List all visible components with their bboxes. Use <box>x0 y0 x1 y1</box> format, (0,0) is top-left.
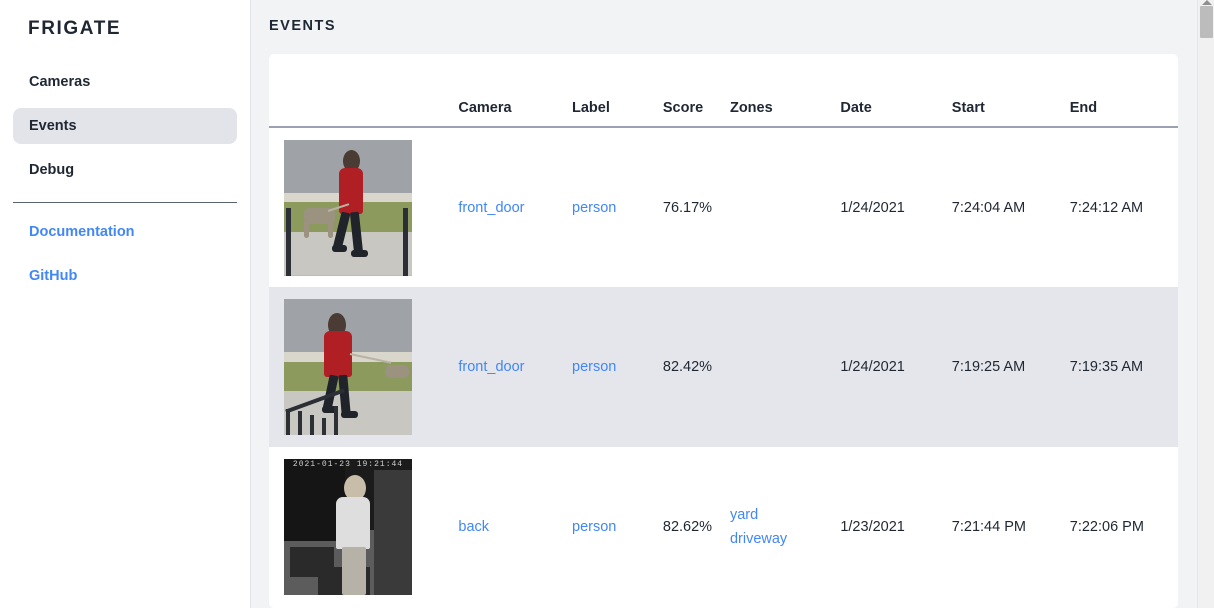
table-row[interactable]: front_door person 82.42% 1/24/2021 7:19:… <box>269 287 1178 447</box>
events-table-body: front_door person 76.17% 1/24/2021 7:24:… <box>269 127 1178 607</box>
event-end-cell: 7:19:35 AM <box>1069 359 1144 375</box>
event-end-cell: 7:24:12 AM <box>1069 199 1144 216</box>
main-content: EVENTS Camera Label Score Zones Date Sta… <box>251 0 1214 608</box>
event-date-cell: 1/24/2021 <box>840 359 905 375</box>
timestamp-overlay: 2021-01-23 19:21:44 <box>292 460 404 469</box>
column-header-camera[interactable]: Camera <box>458 100 512 116</box>
column-header-label[interactable]: Label <box>572 100 610 116</box>
event-label-link[interactable]: person <box>572 359 617 375</box>
column-header-zones[interactable]: Zones <box>729 100 773 116</box>
sidebar-link-github[interactable]: GitHub <box>29 268 78 284</box>
column-header-thumbnail[interactable] <box>269 54 458 127</box>
column-header-date[interactable]: Date <box>840 100 872 116</box>
events-table: Camera Label Score Zones Date Start End <box>269 54 1178 607</box>
event-end-cell: 7:22:06 PM <box>1069 519 1144 535</box>
event-thumbnail-cell <box>269 287 458 447</box>
event-thumbnail-image[interactable] <box>284 139 412 276</box>
sidebar-divider <box>13 202 237 203</box>
page-title: EVENTS <box>269 18 337 34</box>
event-camera-cell: back <box>458 447 572 607</box>
event-label-cell: person <box>572 447 663 607</box>
event-thumbnail-cell <box>269 127 458 287</box>
sidebar-item-debug[interactable]: Debug <box>29 162 75 178</box>
event-zone-link[interactable]: driveway <box>729 531 788 547</box>
event-zone-link[interactable]: yard <box>729 507 759 523</box>
event-label-link[interactable]: person <box>572 519 617 535</box>
column-header-score[interactable]: Score <box>662 100 704 116</box>
event-score-cell: 82.42% <box>662 359 713 375</box>
event-thumbnail-image[interactable]: 2021-01-23 19:21:44 <box>284 459 412 595</box>
event-camera-link[interactable]: front_door <box>458 359 525 375</box>
scroll-up-arrow-icon[interactable] <box>1202 0 1212 5</box>
app-brand: FRIGATE <box>28 18 122 39</box>
page-scrollbar[interactable] <box>1197 0 1214 608</box>
event-thumbnail-image[interactable] <box>284 299 412 435</box>
event-label-cell: person <box>572 127 663 287</box>
event-zones-cell <box>730 287 840 447</box>
event-start-cell: 7:19:25 AM <box>951 359 1026 375</box>
table-row[interactable]: front_door person 76.17% 1/24/2021 7:24:… <box>269 127 1178 287</box>
event-camera-link[interactable]: front_door <box>458 199 525 216</box>
event-start-cell: 7:21:44 PM <box>951 519 1026 535</box>
event-zones-cell: yard driveway <box>730 447 840 607</box>
sidebar-link-documentation[interactable]: Documentation <box>29 224 135 240</box>
event-zones-cell <box>730 127 840 287</box>
column-header-start[interactable]: Start <box>951 100 985 116</box>
sidebar: FRIGATE Cameras Events Debug Documentati… <box>0 0 251 608</box>
event-camera-link[interactable]: back <box>458 519 490 535</box>
events-card: Camera Label Score Zones Date Start End <box>269 54 1178 608</box>
sidebar-item-events[interactable]: Events <box>13 108 237 144</box>
events-table-head: Camera Label Score Zones Date Start End <box>269 54 1178 127</box>
event-label-cell: person <box>572 287 663 447</box>
sidebar-nav: Cameras Events Debug Documentation GitHu… <box>0 64 250 291</box>
event-thumbnail-cell: 2021-01-23 19:21:44 <box>269 447 458 607</box>
event-date-cell: 1/23/2021 <box>840 519 905 535</box>
table-header-row: Camera Label Score Zones Date Start End <box>269 54 1178 127</box>
event-start-cell: 7:24:04 AM <box>951 199 1026 216</box>
event-date-cell: 1/24/2021 <box>840 199 905 216</box>
table-row[interactable]: 2021-01-23 19:21:44 back <box>269 447 1178 607</box>
event-label-link[interactable]: person <box>572 199 617 216</box>
event-score-cell: 76.17% <box>662 199 713 216</box>
sidebar-item-cameras[interactable]: Cameras <box>29 74 91 90</box>
column-header-end[interactable]: End <box>1069 100 1098 116</box>
scrollbar-thumb[interactable] <box>1200 6 1213 38</box>
event-camera-cell: front_door <box>458 287 572 447</box>
event-camera-cell: front_door <box>458 127 572 287</box>
event-score-cell: 82.62% <box>662 519 713 535</box>
